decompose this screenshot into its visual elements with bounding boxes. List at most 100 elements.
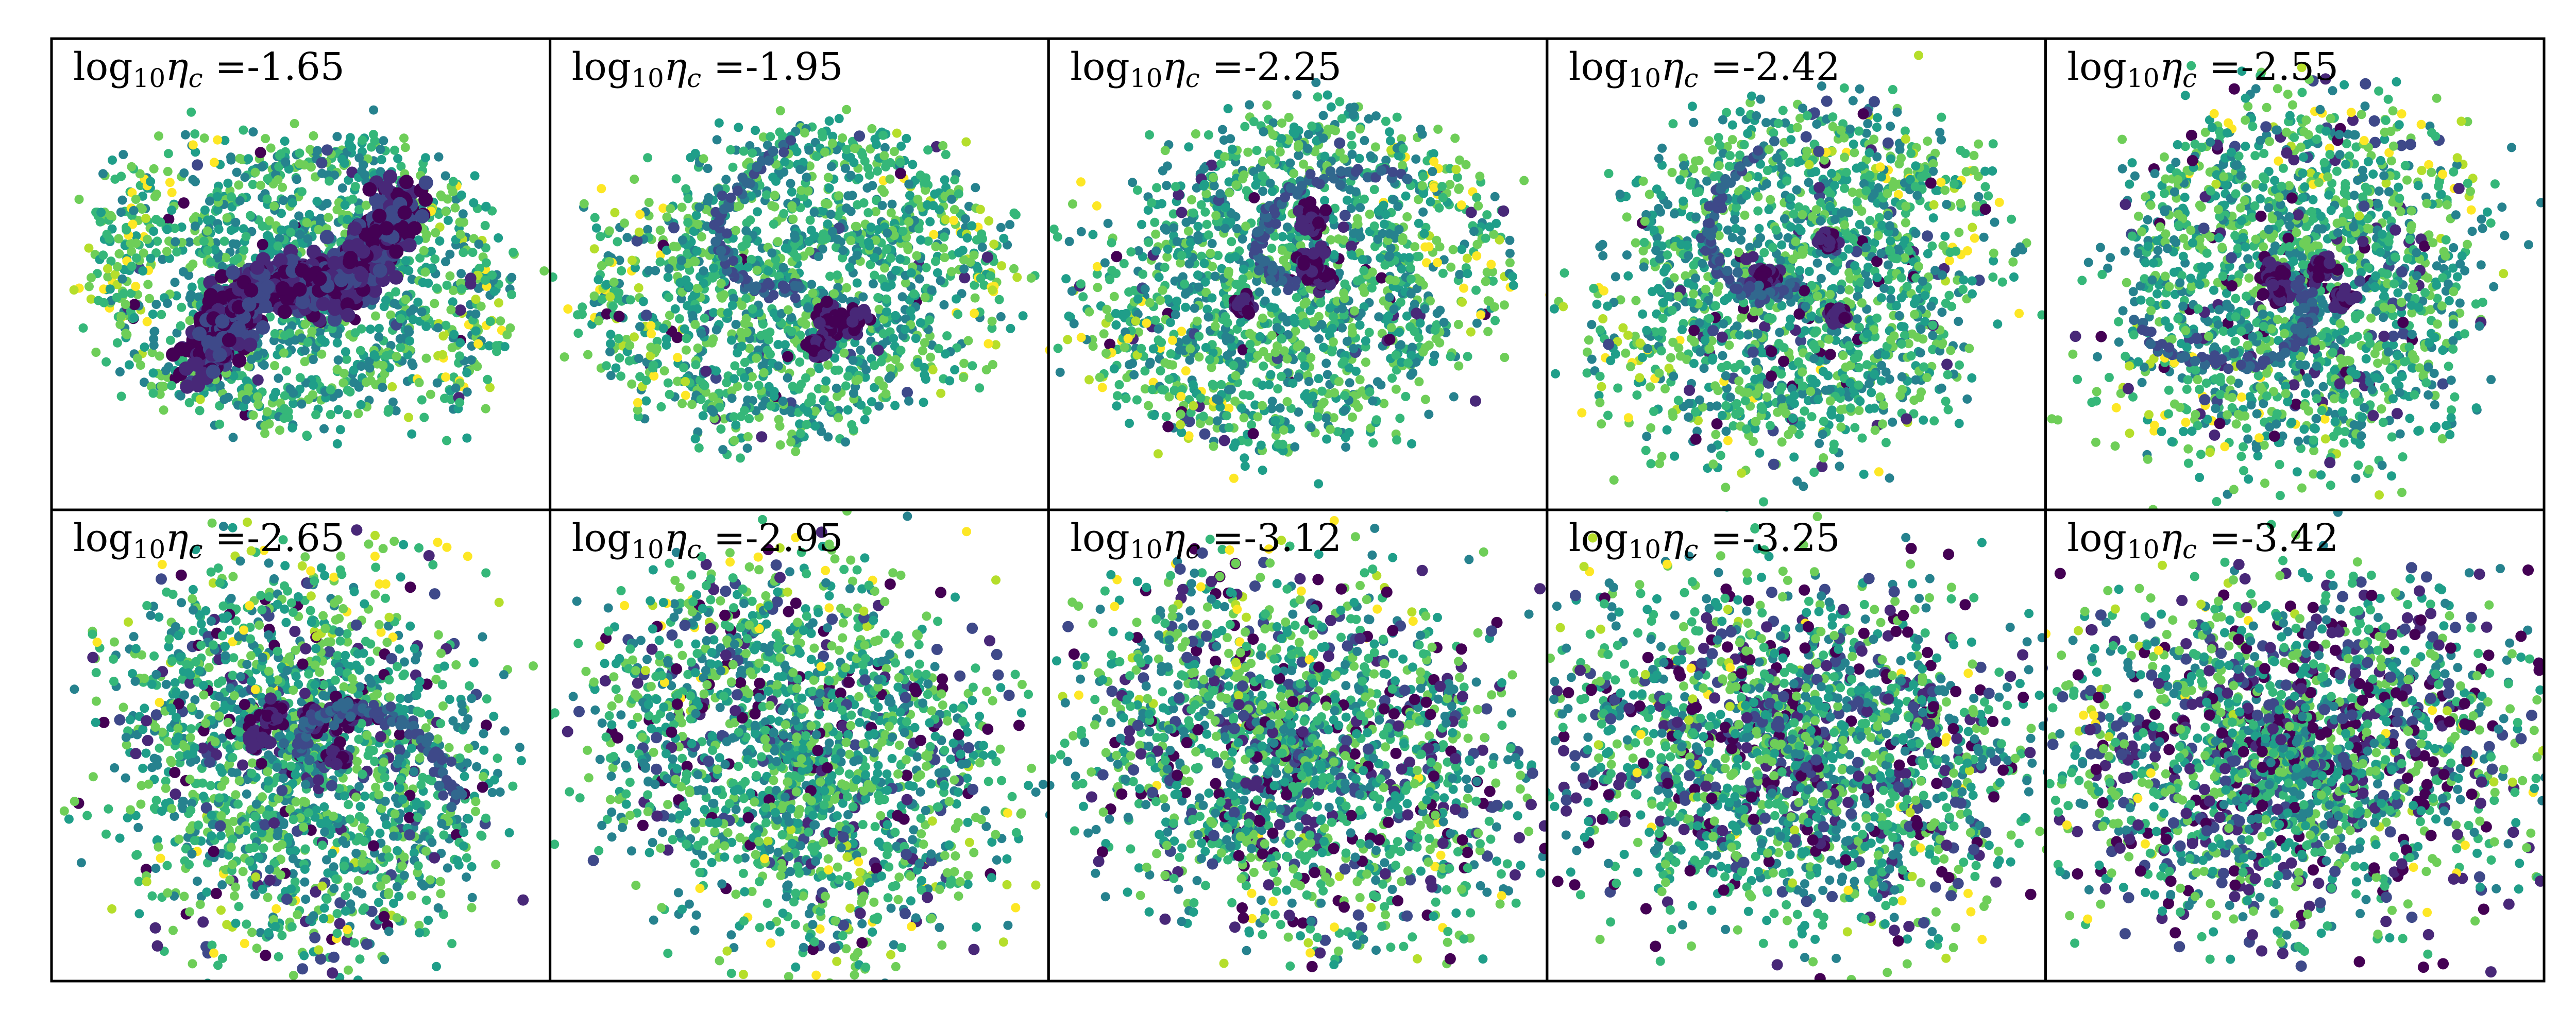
- data-point: [471, 326, 481, 336]
- data-point: [947, 267, 956, 277]
- data-point: [185, 263, 195, 272]
- data-point: [764, 266, 773, 276]
- data-point: [730, 436, 739, 445]
- data-point: [303, 234, 313, 244]
- data-point: [873, 166, 882, 176]
- data-point: [959, 358, 969, 368]
- data-point: [431, 228, 440, 237]
- data-point: [396, 314, 405, 323]
- data-point: [1128, 178, 1138, 187]
- data-point: [977, 229, 987, 239]
- data-point: [455, 338, 465, 348]
- data-point: [754, 381, 764, 390]
- data-point: [448, 177, 458, 186]
- data-point: [1381, 116, 1391, 126]
- data-point: [277, 304, 292, 319]
- data-point: [1207, 239, 1217, 248]
- data-point: [148, 368, 158, 378]
- data-point: [98, 169, 108, 179]
- data-point: [715, 402, 724, 412]
- data-point: [717, 190, 727, 201]
- data-point: [1217, 264, 1227, 273]
- data-point: [243, 337, 258, 352]
- data-point: [1369, 185, 1379, 194]
- data-point: [647, 329, 656, 338]
- data-point: [455, 398, 465, 407]
- data-point: [354, 153, 364, 163]
- data-point: [894, 167, 906, 179]
- data-point: [257, 162, 267, 171]
- data-point: [404, 413, 413, 422]
- data-point: [1111, 251, 1123, 263]
- data-point: [1009, 264, 1019, 273]
- data-point: [180, 379, 195, 394]
- data-point: [114, 234, 124, 244]
- data-point: [699, 266, 708, 276]
- data-point: [916, 318, 925, 328]
- data-point: [833, 270, 842, 280]
- data-point: [977, 242, 987, 252]
- data-point: [98, 250, 108, 260]
- data-point: [300, 357, 310, 367]
- data-point: [669, 242, 679, 251]
- data-point: [265, 312, 275, 322]
- data-point: [297, 399, 307, 409]
- data-point: [1353, 402, 1363, 412]
- data-point: [646, 351, 655, 360]
- data-point: [728, 162, 738, 172]
- data-point: [988, 360, 997, 369]
- data-point: [1125, 419, 1134, 428]
- data-point: [846, 236, 856, 246]
- data-point: [1321, 413, 1331, 423]
- data-point: [878, 130, 888, 140]
- data-point: [1120, 342, 1129, 352]
- data-point: [690, 257, 700, 267]
- data-point: [333, 355, 343, 365]
- data-point: [849, 425, 858, 435]
- data-point: [303, 337, 313, 347]
- data-point: [266, 143, 276, 153]
- data-point: [1284, 113, 1294, 122]
- data-point: [694, 202, 704, 212]
- data-point: [1367, 283, 1377, 293]
- data-point: [916, 170, 925, 180]
- data-point: [813, 317, 826, 330]
- data-point: [923, 236, 933, 246]
- data-point: [378, 383, 387, 392]
- data-point: [712, 135, 722, 145]
- data-point: [916, 235, 926, 245]
- data-point: [294, 211, 304, 221]
- data-point: [443, 215, 453, 225]
- data-point: [839, 348, 849, 358]
- data-point: [874, 401, 884, 411]
- data-point: [448, 297, 457, 307]
- data-point: [880, 263, 890, 273]
- data-point: [662, 245, 671, 255]
- data-point: [964, 201, 974, 211]
- data-point: [550, 272, 557, 282]
- data-point: [698, 411, 708, 421]
- data-point: [1114, 380, 1124, 389]
- data-point: [615, 255, 624, 265]
- data-point: [773, 340, 783, 350]
- data-point: [1385, 127, 1394, 137]
- data-point: [868, 279, 878, 289]
- data-point: [308, 355, 318, 365]
- data-point: [306, 145, 315, 154]
- data-point: [832, 391, 842, 401]
- data-point: [922, 200, 932, 210]
- data-point: [882, 307, 891, 317]
- data-point: [832, 383, 841, 393]
- data-point: [307, 245, 321, 260]
- data-point: [155, 351, 164, 361]
- data-point: [878, 381, 888, 391]
- data-point: [666, 204, 675, 214]
- data-point: [256, 320, 270, 335]
- data-point: [480, 276, 490, 285]
- data-point: [476, 301, 486, 311]
- data-point: [1209, 441, 1218, 451]
- data-point: [302, 431, 312, 440]
- data-point: [376, 167, 385, 177]
- data-point: [273, 175, 283, 185]
- data-point: [846, 315, 859, 328]
